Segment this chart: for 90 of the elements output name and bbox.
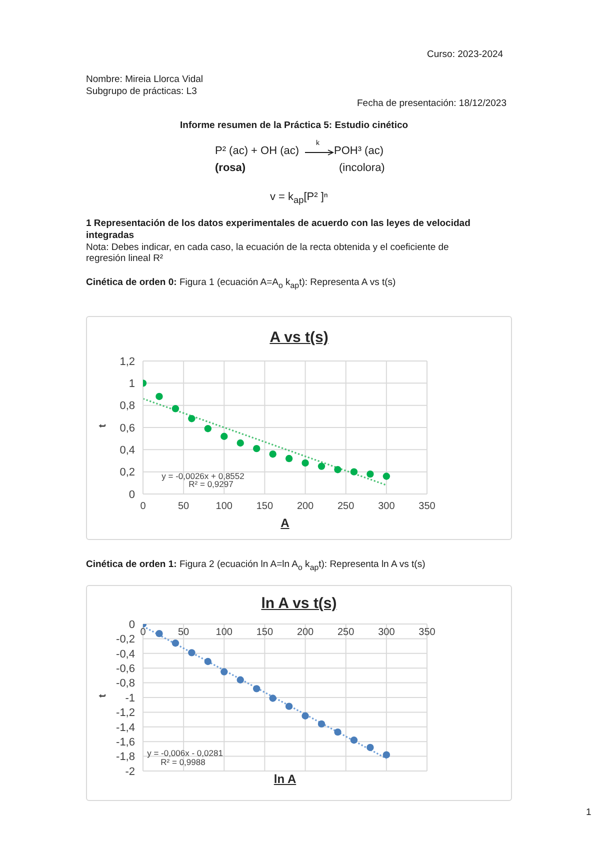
x-tick-label: 150 xyxy=(256,501,274,512)
text: Cinética de orden 1: xyxy=(86,559,177,570)
y-axis-title: t xyxy=(98,694,109,698)
point xyxy=(366,744,374,752)
x-tick-label: 300 xyxy=(378,501,396,512)
point xyxy=(188,649,196,656)
point xyxy=(350,468,358,476)
x-tick-label: 0 xyxy=(140,627,146,638)
y-tick-label: 0,8 xyxy=(120,400,135,412)
text: 1 Representación de los datos experimentales de acuerdo con las leyes de velocidad integradas xyxy=(86,218,470,241)
annotation: R² = 0,9988 xyxy=(160,757,206,767)
point xyxy=(269,450,276,458)
text: 1 xyxy=(586,807,592,818)
annotation: R² = 0,9297 xyxy=(188,479,234,489)
point xyxy=(318,720,326,728)
x-tick-label: 150 xyxy=(256,627,274,638)
point xyxy=(204,425,212,432)
point xyxy=(334,466,342,474)
y-tick-label: -0,6 xyxy=(116,663,135,676)
point xyxy=(302,712,309,720)
y-tick-label: 0,2 xyxy=(120,466,135,479)
y-tick-label: 0,6 xyxy=(120,422,135,434)
text: v = k$_{ap}$[P² ]ⁿ xyxy=(270,191,328,206)
point xyxy=(253,444,260,452)
text: Nombre: Mireia Llorca Vidal xyxy=(86,74,204,85)
point xyxy=(382,472,390,480)
annotation: y = -0,006x - 0,0281 xyxy=(147,748,223,758)
x-tick-label: 100 xyxy=(216,627,233,638)
point xyxy=(236,676,244,684)
x-tick-label: 200 xyxy=(296,501,314,512)
y-tick-label: -1,6 xyxy=(116,736,135,749)
y-tick-label: 0,4 xyxy=(120,444,135,457)
text: (incolora) xyxy=(339,162,385,174)
point xyxy=(253,685,260,692)
x-axis-title: ln A xyxy=(272,772,298,786)
y-tick-label: -1,8 xyxy=(116,751,135,764)
y-axis-title: t xyxy=(98,424,109,428)
y-tick-label: 1,2 xyxy=(120,356,135,368)
point xyxy=(269,694,276,702)
x-tick-label: 50 xyxy=(178,627,190,638)
y-tick-label: -1,2 xyxy=(116,707,135,720)
text: Curso: 2023-2024 xyxy=(427,49,504,60)
text: P² (ac) + OH (ac) xyxy=(215,145,300,157)
x-tick-label: 350 xyxy=(418,627,436,638)
point xyxy=(220,432,228,440)
x-tick-label: 250 xyxy=(338,627,355,638)
text: POH³ (ac) xyxy=(334,145,384,157)
x-tick-label: 300 xyxy=(378,627,396,638)
x-tick-label: 350 xyxy=(418,501,436,512)
y-tick-label: 1 xyxy=(128,378,135,390)
chart-title: A vs t(s) xyxy=(268,329,330,346)
point xyxy=(318,462,326,470)
annotation: y = -0,0026x + 0,8552 xyxy=(162,471,244,481)
text: Subgrupo de prácticas: L3 xyxy=(86,86,197,97)
x-tick-label: 200 xyxy=(296,627,314,638)
point xyxy=(350,736,358,744)
y-tick-label: -1,4 xyxy=(116,722,135,734)
point xyxy=(220,668,228,676)
x-tick-label: 250 xyxy=(338,501,355,512)
y-tick-label: -0,4 xyxy=(116,648,135,660)
point xyxy=(285,454,293,462)
y-tick-label: -0,8 xyxy=(116,678,135,690)
text: Cinética de orden 0: xyxy=(86,277,177,288)
point xyxy=(172,405,180,412)
text: Fecha de presentación: 18/12/2023 xyxy=(357,98,506,109)
point xyxy=(204,658,212,666)
y-tick-label: -1 xyxy=(125,692,135,704)
text: Nota: Debes indicar, en cada caso, la ecuación de la recta obtenida y el coeficiente de regresión lineal R² xyxy=(86,242,449,264)
point xyxy=(366,470,374,478)
point xyxy=(285,702,293,710)
y-tick-label: 0 xyxy=(128,488,135,501)
point xyxy=(382,751,390,758)
point xyxy=(156,630,163,638)
y-tick-label: -2 xyxy=(125,766,135,778)
x-tick-label: 50 xyxy=(178,501,190,512)
text: (rosa) xyxy=(215,162,246,174)
point xyxy=(188,415,196,422)
x-tick-label: 0 xyxy=(140,501,146,512)
text: Figura 2 (ecuación ln A=ln A$_{o}$ k$_{ap}$t): Representa ln A vs t(s) xyxy=(179,559,426,572)
y-tick-label: -0,2 xyxy=(116,634,135,646)
point xyxy=(334,728,342,736)
point xyxy=(172,640,180,647)
x-axis-title: A xyxy=(280,516,290,530)
text: Informe resumen de la Práctica 5: Estudio cinético xyxy=(180,120,408,131)
text: Figura 1 (ecuación A=A$_{o}$ k$_{ap}$t): Representa A vs t(s) xyxy=(179,277,396,290)
x-tick-label: 100 xyxy=(216,501,233,512)
point xyxy=(156,392,163,400)
point xyxy=(302,459,309,467)
chart-title: ln A vs t(s) xyxy=(260,595,338,612)
point xyxy=(236,439,244,447)
